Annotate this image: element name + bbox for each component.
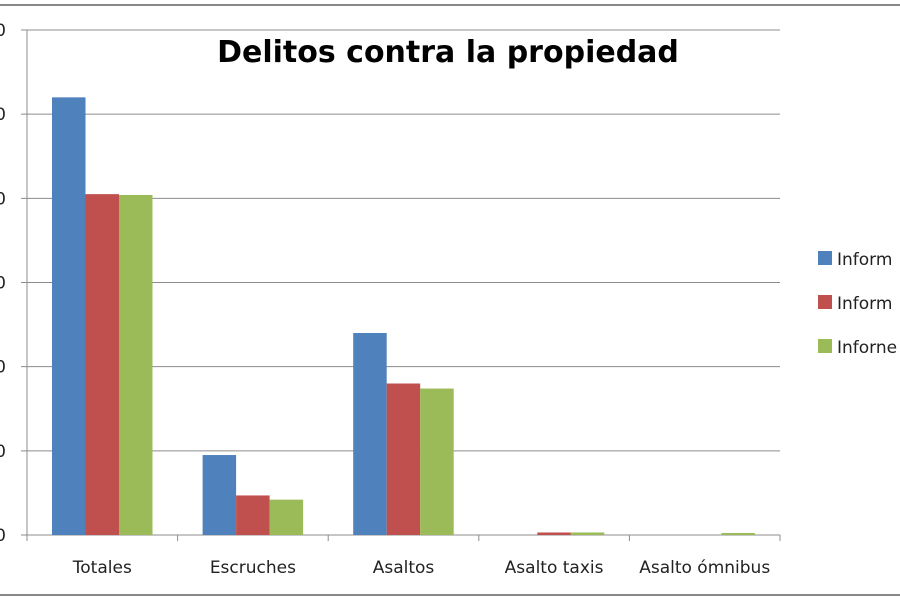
legend-label: Inforne: [837, 338, 897, 358]
legend-swatch: [818, 295, 832, 309]
bar: [721, 533, 755, 535]
bar: [52, 97, 86, 535]
chart-title: Delitos contra la propiedad: [217, 35, 679, 70]
category-label: Asalto ómnibus: [639, 558, 770, 578]
y-tick-label: 0: [0, 21, 6, 41]
y-tick-label: 0: [0, 274, 6, 294]
category-label: Totales: [72, 558, 132, 578]
bar: [202, 455, 237, 535]
bar: [119, 194, 153, 535]
legend-swatch: [818, 251, 832, 265]
y-tick-label: 0: [0, 189, 6, 209]
bar: [236, 495, 270, 535]
y-tick-label: 0: [0, 442, 6, 462]
bar: [537, 532, 571, 535]
legend-swatch: [818, 339, 832, 353]
bar: [353, 333, 387, 535]
bar: [420, 388, 454, 535]
bar: [386, 383, 421, 535]
bar: [269, 499, 304, 535]
y-tick-label: 0: [0, 526, 6, 546]
legend-label: Inform: [837, 294, 892, 314]
bar: [570, 532, 605, 535]
category-label: Escruches: [210, 558, 296, 578]
legend-label: Inform: [837, 250, 892, 270]
y-tick-label: 0: [0, 358, 6, 378]
category-label: Asalto taxis: [505, 558, 604, 578]
category-label: Asaltos: [373, 558, 435, 578]
y-tick-label: 0: [0, 105, 6, 125]
bar: [85, 194, 119, 535]
